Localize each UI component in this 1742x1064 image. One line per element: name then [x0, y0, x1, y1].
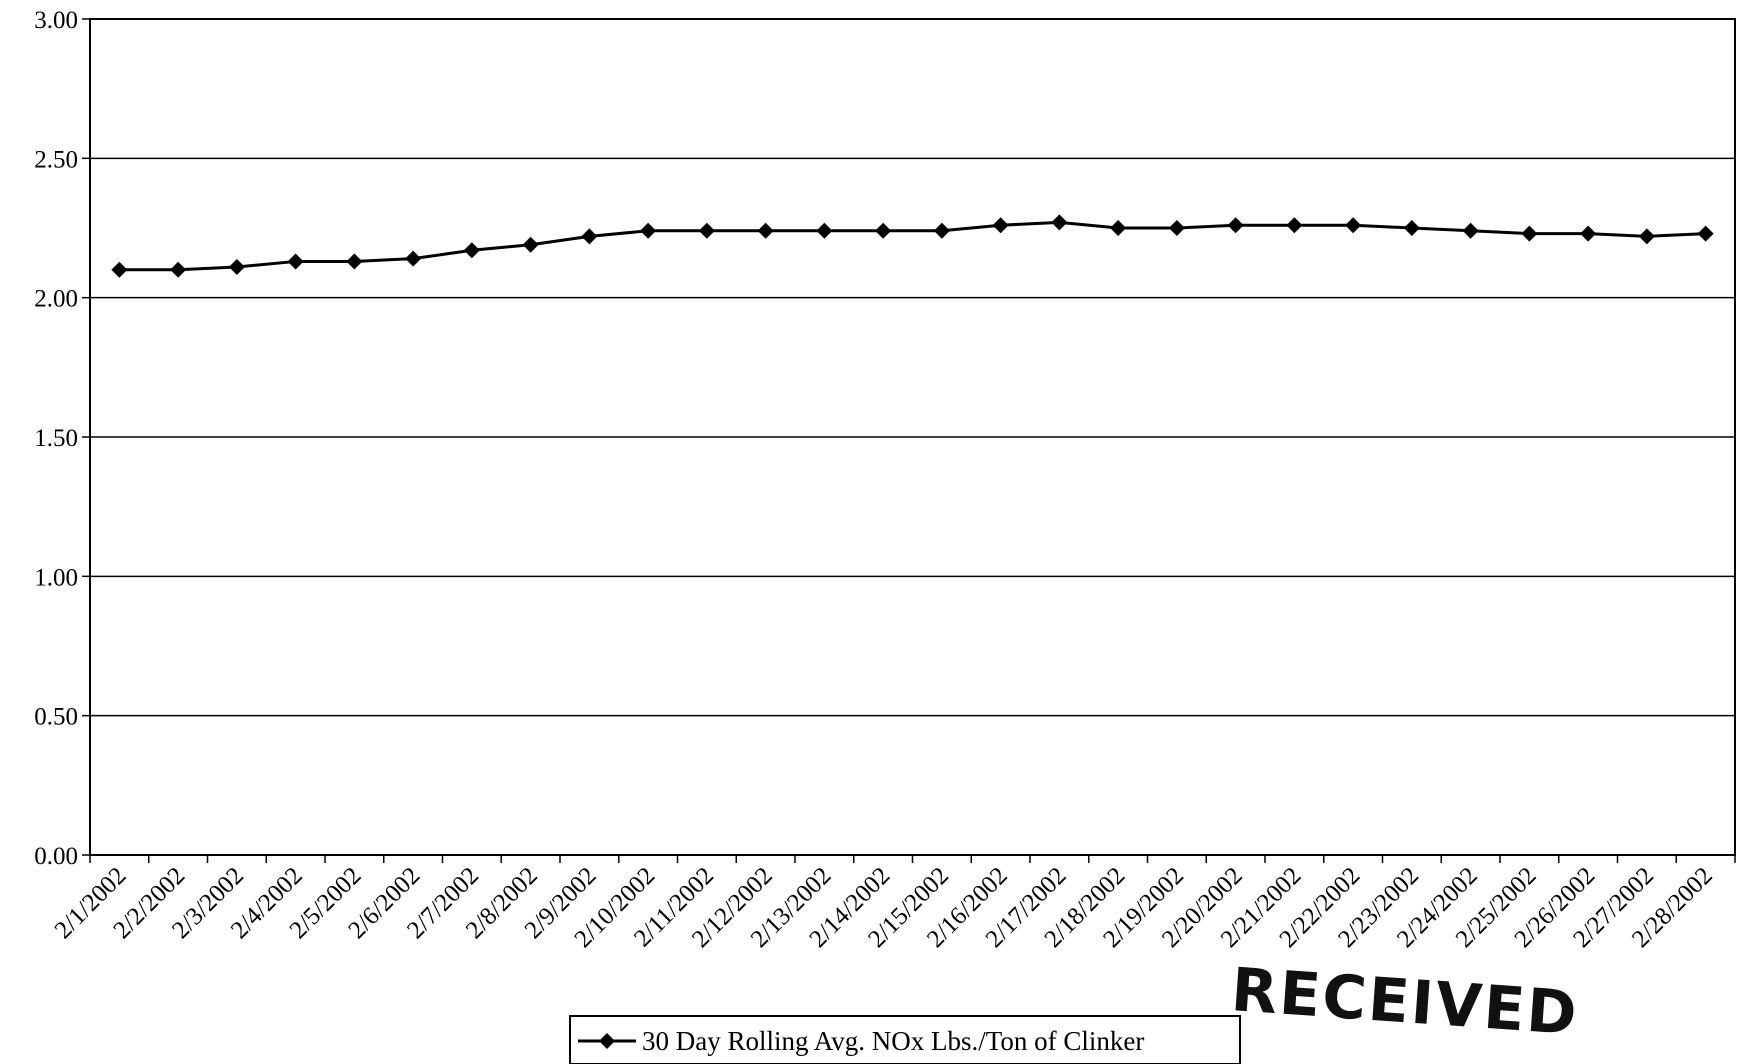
series-group: [111, 214, 1714, 278]
x-axis: 2/1/20022/2/20022/3/20022/4/20022/5/2002…: [50, 855, 1736, 953]
y-tick-label: 0.00: [34, 843, 78, 870]
data-point: [1286, 217, 1303, 234]
received-stamp-text: RECEIVED: [1229, 955, 1581, 1049]
data-point: [287, 253, 304, 270]
data-point: [170, 261, 187, 278]
data-point: [875, 222, 892, 239]
data-point: [1462, 222, 1479, 239]
data-point: [1521, 225, 1538, 242]
legend-label: 30 Day Rolling Avg. NOx Lbs./Ton of Clin…: [642, 1026, 1144, 1056]
data-point: [463, 242, 480, 259]
y-tick-label: 3.00: [34, 7, 78, 34]
data-point: [1168, 220, 1185, 236]
data-point: [346, 253, 363, 270]
data-point: [1051, 214, 1068, 231]
data-point: [757, 222, 774, 239]
data-point: [698, 222, 715, 239]
series-line: [119, 220, 1706, 272]
y-tick-label: 1.00: [34, 564, 78, 591]
y-tick-label: 0.50: [34, 704, 78, 731]
data-point: [111, 261, 128, 278]
y-tick-label: 2.50: [34, 146, 78, 173]
data-point: [1345, 217, 1362, 234]
y-tick-label: 1.50: [34, 425, 78, 452]
data-point: [992, 217, 1009, 234]
y-axis: 0.00 0.50 1.00 1.50 2.00 2.50 3.00: [34, 7, 90, 870]
data-point: [1580, 225, 1597, 242]
data-point: [933, 222, 950, 239]
received-stamp: RECEIVED: [1229, 955, 1581, 1049]
legend: 30 Day Rolling Avg. NOx Lbs./Ton of Clin…: [569, 1015, 1241, 1064]
data-point: [405, 250, 422, 267]
legend-box: [569, 1015, 1241, 1064]
data-point: [581, 228, 598, 245]
data-point: [816, 222, 833, 239]
data-point: [228, 259, 245, 276]
data-point: [522, 236, 539, 253]
data-point: [1697, 225, 1714, 242]
y-tick-label: 2.00: [34, 286, 78, 313]
data-point: [1638, 228, 1655, 245]
legend-diamond-icon: [599, 1033, 615, 1049]
gridlines: [90, 157, 1735, 717]
data-point: [1110, 220, 1127, 236]
data-point: [1403, 220, 1420, 236]
data-point: [1227, 217, 1244, 234]
data-point: [640, 222, 657, 239]
